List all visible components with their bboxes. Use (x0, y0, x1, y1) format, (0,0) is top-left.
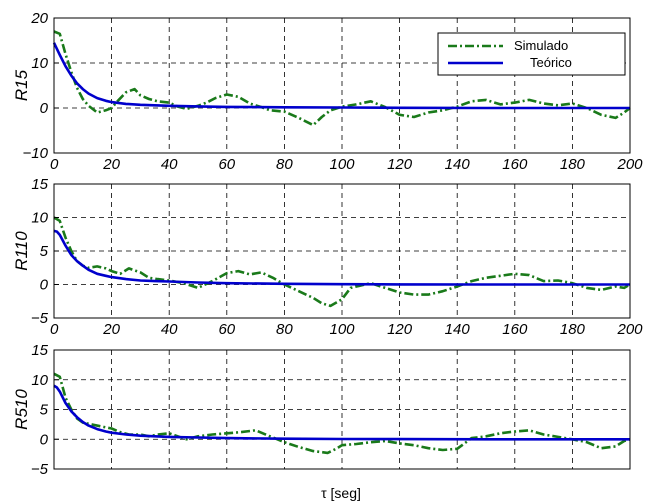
y-tick-label: 10 (31, 55, 48, 72)
y-tick-label: 0 (40, 277, 49, 294)
plot-frame (53, 17, 631, 154)
x-tick-label: 20 (102, 321, 120, 338)
x-tick-label: 40 (161, 156, 178, 173)
series-lines (52, 30, 631, 127)
x-tick-label: 180 (560, 321, 586, 338)
x-tick-labels: 0 20 40 60 80 100 120 140 160 180 200 (50, 321, 643, 338)
x-tick-label: 40 (161, 321, 178, 338)
y-tick-label: −5 (31, 310, 49, 327)
x-tick-label: 180 (560, 156, 586, 173)
series-lines (53, 372, 631, 455)
series-line-simulado (53, 372, 631, 455)
x-tick-label: 200 (616, 321, 643, 338)
x-tick-label: 60 (218, 156, 235, 173)
series-lines (53, 216, 631, 308)
legend-label-simulado: Simulado (514, 38, 568, 53)
y-axis-label: R510 (12, 389, 31, 430)
x-tick-label: 140 (445, 321, 471, 338)
series-line-teorico (52, 42, 630, 110)
x-tick-label: 20 (102, 156, 120, 173)
grid-lines (54, 184, 630, 318)
x-tick-label: 200 (616, 156, 643, 173)
x-tick-label: 160 (502, 156, 528, 173)
y-tick-label: 15 (31, 176, 48, 193)
subplot-r510: −5 0 5 10 15 R510 τ [seg] (12, 342, 631, 501)
y-tick-label: 0 (40, 100, 49, 117)
x-tick-label: 60 (218, 321, 235, 338)
y-tick-label: 0 (40, 431, 49, 448)
y-tick-label: −10 (23, 145, 49, 162)
y-tick-label: 20 (30, 10, 48, 27)
x-tick-label: 160 (502, 321, 528, 338)
x-tick-label: 0 (50, 321, 59, 338)
y-tick-label: 5 (40, 402, 49, 419)
y-tick-labels: −5 0 5 10 15 (31, 342, 59, 478)
y-tick-labels: −10 0 10 20 (23, 10, 59, 162)
x-tick-label: 100 (329, 156, 355, 173)
y-tick-label: 5 (40, 243, 49, 260)
x-tick-label: 120 (387, 156, 413, 173)
series-line-simulado (53, 30, 631, 127)
series-line-simulado (53, 216, 631, 308)
legend: Simulado Teórico (437, 32, 626, 76)
x-tick-label: 80 (276, 321, 293, 338)
y-tick-label: 10 (31, 210, 48, 227)
y-tick-label: −5 (31, 461, 49, 478)
x-tick-label: 120 (387, 321, 413, 338)
x-tick-labels: 0 20 40 60 80 100 120 140 160 180 200 (50, 156, 643, 173)
y-axis-label: R110 (12, 231, 31, 271)
x-tick-label: 140 (445, 156, 471, 173)
series-line-teorico (53, 384, 630, 441)
x-axis-label: τ [seg] (321, 485, 361, 501)
x-tick-label: 80 (276, 156, 293, 173)
legend-box (437, 32, 626, 76)
y-tick-label: 10 (31, 372, 48, 389)
legend-label-teorico: Teórico (530, 55, 572, 70)
y-axis-label: R15 (12, 69, 31, 101)
x-tick-label: 100 (329, 321, 355, 338)
y-tick-label: 15 (31, 342, 48, 359)
x-tick-label: 0 (50, 156, 59, 173)
series-line-teorico (53, 229, 630, 286)
y-tick-labels: −5 0 5 10 15 (31, 176, 59, 327)
